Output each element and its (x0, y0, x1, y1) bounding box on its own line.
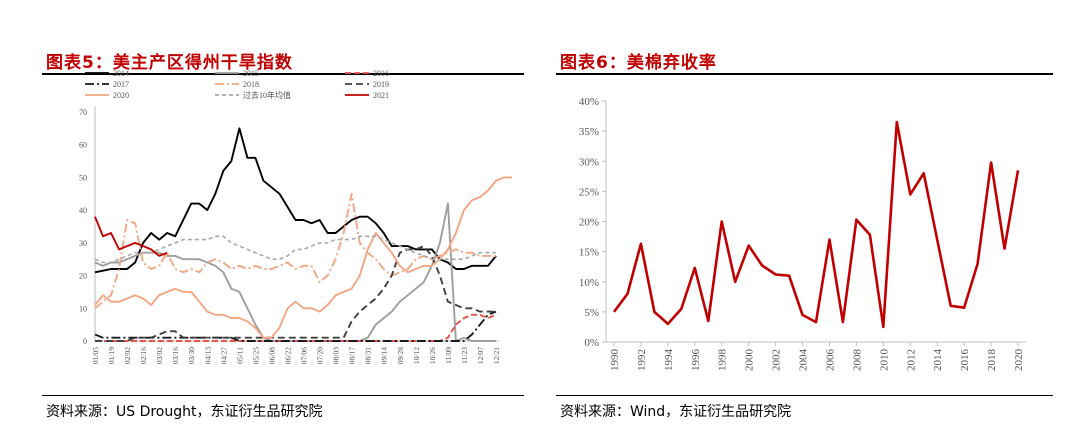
title-rule (556, 73, 1053, 75)
abandonment-rate-chart: 0% 5% 10% 15% 20% 25% 30% 35% 40% 1990 1992 1994 199… (579, 96, 1026, 372)
x-tick-label: 1994 (663, 349, 675, 372)
x-tick-label: 2008 (851, 349, 863, 372)
series-line-2014 (94, 127, 497, 274)
x-tick-label: 07/20 (316, 347, 325, 364)
x-tick-label: 11/23 (460, 347, 469, 364)
x-tick-label: 08/03 (332, 347, 341, 364)
x-tick-label: 2020 (1013, 349, 1025, 372)
y-tick-label: 10% (579, 277, 599, 289)
y-tick-label: 50 (79, 173, 87, 182)
x-tick-label: 08/31 (364, 347, 373, 364)
figure-title: 图表6：美棉弃收率 (560, 53, 717, 73)
legend-label: 2015 (243, 69, 259, 78)
y-tick-label: 15% (579, 247, 599, 259)
x-tick-label: 01/19 (107, 347, 116, 364)
legend-label: 2020 (113, 91, 129, 100)
legend-label: 2021 (373, 91, 389, 100)
legend-label: 过去10年均值 (243, 90, 291, 100)
x-tick-label: 09/28 (396, 347, 405, 364)
series-line (612, 120, 1020, 329)
y-tick-label: 10 (79, 304, 87, 313)
x-tick-label: 2006 (824, 349, 836, 372)
x-tick-label: 04/27 (219, 347, 228, 364)
x-tick-label: 03/02 (155, 347, 164, 364)
x-tick-label: 2016 (959, 349, 971, 372)
series-line-2020 (94, 176, 512, 339)
y-tick-label: 60 (79, 141, 87, 150)
legend-label: 2019 (373, 80, 389, 89)
x-tick-label: 1998 (717, 349, 729, 372)
figure-title: 图表5：美主产区得州干旱指数 (46, 53, 293, 73)
series-line-2018 (94, 192, 496, 310)
series-line-过去10年均值 (94, 235, 496, 264)
x-tick-label: 01/05 (91, 347, 100, 364)
x-tick-label: 10/12 (412, 347, 421, 364)
y-tick-label: 35% (579, 126, 599, 138)
source-rule (42, 395, 524, 396)
x-tick-label: 2004 (798, 349, 810, 372)
x-tick-label: 2018 (986, 349, 998, 372)
x-tick-label: 1992 (636, 349, 648, 371)
y-tick-label: 40% (579, 96, 599, 108)
series-line-2021 (94, 216, 168, 257)
legend-label: 2017 (113, 80, 129, 89)
x-tick-label: 03/30 (187, 347, 196, 364)
x-tick-label: 1996 (690, 349, 702, 372)
x-tick-label: 12/07 (476, 347, 485, 364)
x-tick-label: 12/21 (492, 347, 501, 364)
y-tick-label: 20% (579, 217, 599, 229)
y-tick-label: 5% (584, 307, 599, 319)
legend-label: 2018 (243, 80, 259, 89)
series-line-2015 (94, 202, 496, 342)
x-tick-label: 11/09 (444, 347, 453, 364)
x-tick-label: 06/08 (267, 347, 276, 364)
x-tick-label: 02/16 (139, 347, 148, 364)
x-tick-label: 07/06 (300, 347, 309, 364)
y-tick-label: 20 (79, 272, 87, 281)
y-tick-label: 30% (579, 156, 599, 168)
series-line-2017 (94, 310, 497, 342)
x-tick-label: 2014 (932, 349, 944, 372)
x-tick-label: 09/14 (380, 347, 389, 364)
abandonment-rate-figure: 图表6：美棉弃收率 0% 5% 10% 15% 20% 25% 30% 35% 40% 1990 1… (556, 0, 1053, 433)
x-tick-label: 2002 (771, 349, 783, 371)
x-tick-label: 05/11 (235, 347, 244, 364)
legend-label: 2016 (373, 69, 389, 78)
source-note: 资料来源：Wind，东证衍生品研究院 (560, 404, 792, 420)
series-line-2019 (95, 245, 496, 342)
title-rule (42, 73, 524, 75)
x-tick-label: 10/26 (428, 347, 437, 364)
y-tick-label: 25% (579, 186, 599, 198)
source-rule (556, 395, 1053, 396)
x-tick-label: 2012 (905, 349, 917, 371)
source-note: 资料来源：US Drought，东证衍生品研究院 (46, 404, 323, 420)
x-tick-label: 2010 (878, 349, 890, 372)
x-tick-label: 1990 (609, 349, 621, 372)
y-tick-label: 30 (79, 239, 87, 248)
x-tick-label: 02/02 (123, 347, 132, 364)
drought-index-figure: 图表5：美主产区得州干旱指数 0 10 20 30 40 50 60 70 01/05 01/19… (42, 0, 524, 433)
x-tick-label: 2000 (744, 349, 756, 372)
x-tick-label: 08/17 (348, 347, 357, 364)
x-tick-label: 06/22 (283, 347, 292, 364)
x-tick-label: 04/13 (203, 347, 212, 364)
y-tick-label: 40 (79, 206, 87, 215)
x-tick-label: 03/16 (171, 347, 180, 364)
y-tick-label: 0% (584, 337, 599, 349)
drought-index-chart: 0 10 20 30 40 50 60 70 01/05 01/19 02/02 02/16 03/02… (79, 69, 512, 364)
legend-label: 2014 (113, 69, 129, 78)
y-tick-label: 0 (83, 337, 87, 346)
y-tick-label: 70 (79, 108, 87, 117)
x-tick-label: 05/25 (251, 347, 260, 364)
